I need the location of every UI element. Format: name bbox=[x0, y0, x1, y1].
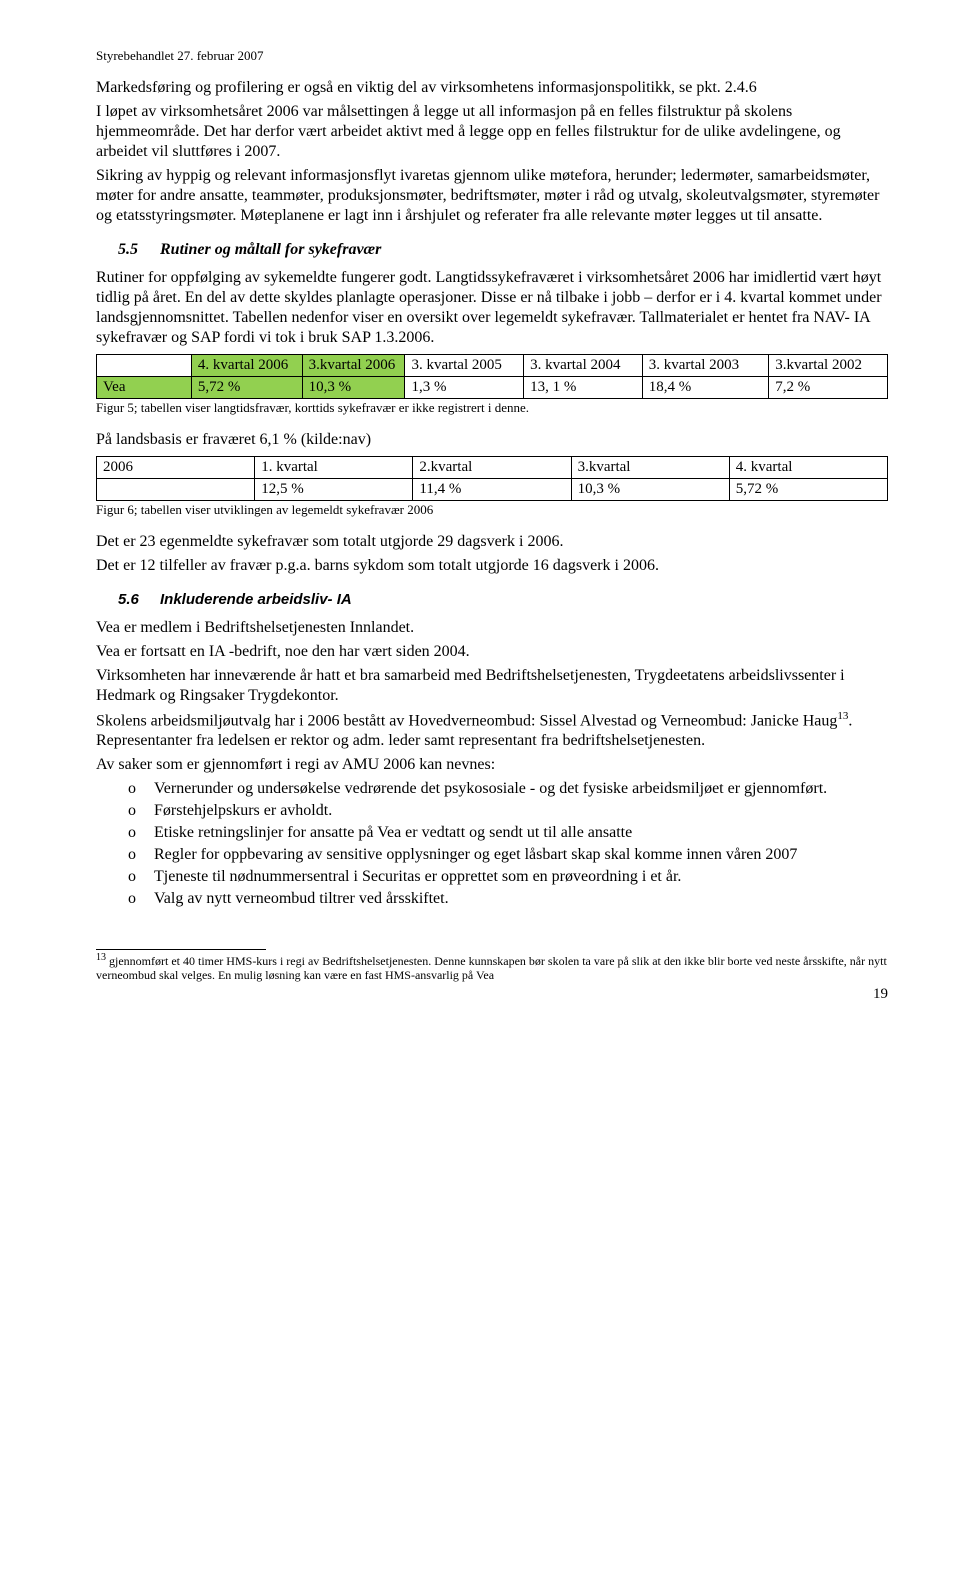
bullet-item: oVernerunder og undersøkelse vedrørende … bbox=[128, 779, 888, 799]
bullet-text: Førstehjelpskurs er avholdt. bbox=[154, 801, 888, 821]
table2-data-cell: 5,72 % bbox=[729, 478, 887, 500]
bullet-item: oRegler for oppbevaring av sensitive opp… bbox=[128, 845, 888, 865]
table1-header-cell: 3.kvartal 2002 bbox=[769, 355, 888, 377]
section-5-5-num: 5.5 bbox=[118, 240, 156, 260]
section-5-6-heading: 5.6 Inkluderende arbeidsliv- IA bbox=[118, 590, 888, 610]
table1-header-cell bbox=[97, 355, 192, 377]
footnote-13-text: gjennomført et 40 timer HMS-kurs i regi … bbox=[96, 954, 887, 982]
bullet-marker: o bbox=[128, 823, 154, 843]
para-5-6-d-pre: Skolens arbeidsmiljøutvalg har i 2006 be… bbox=[96, 712, 837, 729]
bullet-item: oFørstehjelpskurs er avholdt. bbox=[128, 801, 888, 821]
section-5-5-heading: 5.5 Rutiner og måltall for sykefravær bbox=[118, 240, 888, 260]
table1-data-cell: 5,72 % bbox=[191, 377, 302, 399]
table1-header-cell: 3. kvartal 2005 bbox=[405, 355, 524, 377]
section-5-6-title: Inkluderende arbeidsliv- IA bbox=[160, 591, 352, 608]
bullet-item: oValg av nytt verneombud tiltrer ved års… bbox=[128, 889, 888, 909]
table2-header-cell: 2.kvartal bbox=[413, 457, 571, 479]
table1-header-cell: 3. kvartal 2003 bbox=[642, 355, 769, 377]
figure-5-caption: Figur 5; tabellen viser langtidsfravær, … bbox=[96, 400, 888, 416]
para-2: I løpet av virksomhetsåret 2006 var måls… bbox=[96, 102, 888, 162]
para-5-6-c: Virksomheten har inneværende år hatt et … bbox=[96, 666, 888, 706]
para-national: På landsbasis er fraværet 6,1 % (kilde:n… bbox=[96, 430, 888, 450]
bullet-text: Vernerunder og undersøkelse vedrørende d… bbox=[154, 779, 888, 799]
para-egenmeldt-1: Det er 23 egenmeldte sykefravær som tota… bbox=[96, 532, 888, 552]
para-5-6-d: Skolens arbeidsmiljøutvalg har i 2006 be… bbox=[96, 710, 888, 751]
table1-header-cell: 3.kvartal 2006 bbox=[302, 355, 405, 377]
bullet-marker: o bbox=[128, 889, 154, 909]
para-5-6-e: Av saker som er gjennomført i regi av AM… bbox=[96, 755, 888, 775]
page-number: 19 bbox=[96, 985, 888, 1004]
table1-header-cell: 3. kvartal 2004 bbox=[524, 355, 643, 377]
figure-6-caption: Figur 6; tabellen viser utviklingen av l… bbox=[96, 502, 888, 518]
table2-header-cell: 2006 bbox=[97, 457, 255, 479]
bullet-text: Valg av nytt verneombud tiltrer ved årss… bbox=[154, 889, 888, 909]
amu-bullet-list: oVernerunder og undersøkelse vedrørende … bbox=[96, 779, 888, 909]
footnote-13: 13 gjennomført et 40 timer HMS-kurs i re… bbox=[96, 952, 888, 983]
bullet-marker: o bbox=[128, 867, 154, 887]
table2-header-cell: 4. kvartal bbox=[729, 457, 887, 479]
table2-data-cell: 12,5 % bbox=[255, 478, 413, 500]
bullet-text: Etiske retningslinjer for ansatte på Vea… bbox=[154, 823, 888, 843]
intro-paragraphs: Markedsføring og profilering er også en … bbox=[96, 78, 888, 226]
bullet-marker: o bbox=[128, 801, 154, 821]
section-5-5-title: Rutiner og måltall for sykefravær bbox=[160, 241, 381, 258]
footnote-separator bbox=[96, 949, 266, 950]
table1-data-cell: 13, 1 % bbox=[524, 377, 643, 399]
para-5-6-a: Vea er medlem i Bedriftshelsetjenesten I… bbox=[96, 618, 888, 638]
table2-data-cell: 10,3 % bbox=[571, 478, 729, 500]
para-5-6-b: Vea er fortsatt en IA -bedrift, noe den … bbox=[96, 642, 888, 662]
para-1: Markedsføring og profilering er også en … bbox=[96, 78, 888, 98]
footnote-ref-13: 13 bbox=[837, 710, 848, 722]
footnote-13-num: 13 bbox=[96, 952, 106, 963]
table2-header-cell: 3.kvartal bbox=[571, 457, 729, 479]
bullet-text: Tjeneste til nødnummersentral i Securita… bbox=[154, 867, 888, 887]
table1-data-cell: Vea bbox=[97, 377, 192, 399]
para-egenmeldt-2: Det er 12 tilfeller av fravær p.g.a. bar… bbox=[96, 556, 888, 576]
bullet-marker: o bbox=[128, 779, 154, 799]
bullet-marker: o bbox=[128, 845, 154, 865]
para-3: Sikring av hyppig og relevant informasjo… bbox=[96, 166, 888, 226]
table2-header-cell: 1. kvartal bbox=[255, 457, 413, 479]
table1-data-cell: 10,3 % bbox=[302, 377, 405, 399]
table-quarterly-absence: 4. kvartal 20063.kvartal 20063. kvartal … bbox=[96, 354, 888, 399]
table-2006-quarters: 20061. kvartal2.kvartal3.kvartal4. kvart… bbox=[96, 456, 888, 501]
table1-data-cell: 18,4 % bbox=[642, 377, 769, 399]
bullet-item: oEtiske retningslinjer for ansatte på Ve… bbox=[128, 823, 888, 843]
bullet-text: Regler for oppbevaring av sensitive oppl… bbox=[154, 845, 888, 865]
bullet-item: oTjeneste til nødnummersentral i Securit… bbox=[128, 867, 888, 887]
table2-data-cell: 11,4 % bbox=[413, 478, 571, 500]
header-note: Styrebehandlet 27. februar 2007 bbox=[96, 48, 888, 64]
table1-data-cell: 7,2 % bbox=[769, 377, 888, 399]
para-5-5: Rutiner for oppfølging av sykemeldte fun… bbox=[96, 268, 888, 348]
table1-header-cell: 4. kvartal 2006 bbox=[191, 355, 302, 377]
table2-data-cell bbox=[97, 478, 255, 500]
table1-data-cell: 1,3 % bbox=[405, 377, 524, 399]
section-5-6-num: 5.6 bbox=[118, 591, 156, 610]
